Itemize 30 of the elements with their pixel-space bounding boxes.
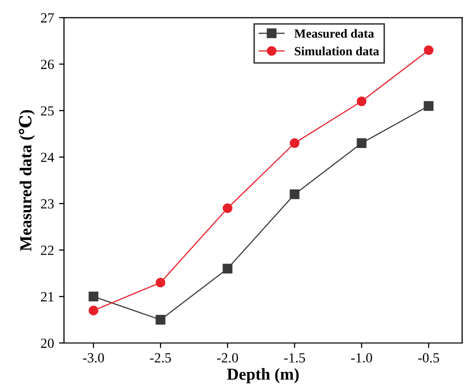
point: [290, 138, 300, 148]
y-tick-label: 20: [40, 338, 54, 348]
point: [424, 101, 434, 111]
point: [356, 96, 366, 106]
point: [88, 306, 98, 316]
y-tick-label: 23: [40, 199, 54, 209]
x-tick-label: -3.0: [83, 353, 104, 363]
y-tick-label: 25: [40, 106, 54, 116]
y-tick-label: 26: [40, 60, 54, 70]
point: [156, 314, 166, 325]
point: [156, 278, 166, 288]
legend-label: Simulation data: [294, 46, 380, 56]
y-tick-label: 27: [40, 13, 54, 22]
y-axis-title: Measured data (℃): [18, 110, 35, 251]
x-tick-label: -2.0: [217, 353, 238, 363]
point: [222, 264, 232, 274]
x-tick-label: -0.5: [418, 353, 440, 363]
point: [88, 292, 98, 302]
legend-label: Measured data: [294, 28, 374, 38]
x-axis-title: Depth (m): [227, 368, 299, 384]
x-tick-label: -1.5: [284, 353, 306, 363]
y-tick-label: 21: [40, 292, 54, 302]
point: [424, 45, 434, 56]
y-tick-label: 24: [40, 152, 54, 162]
point: [222, 203, 232, 214]
y-tick-label: 22: [40, 246, 54, 255]
point: [290, 189, 300, 200]
x-tick-label: -1.0: [351, 353, 372, 363]
x-tick-label: -2.5: [150, 353, 171, 363]
point: [356, 138, 366, 148]
